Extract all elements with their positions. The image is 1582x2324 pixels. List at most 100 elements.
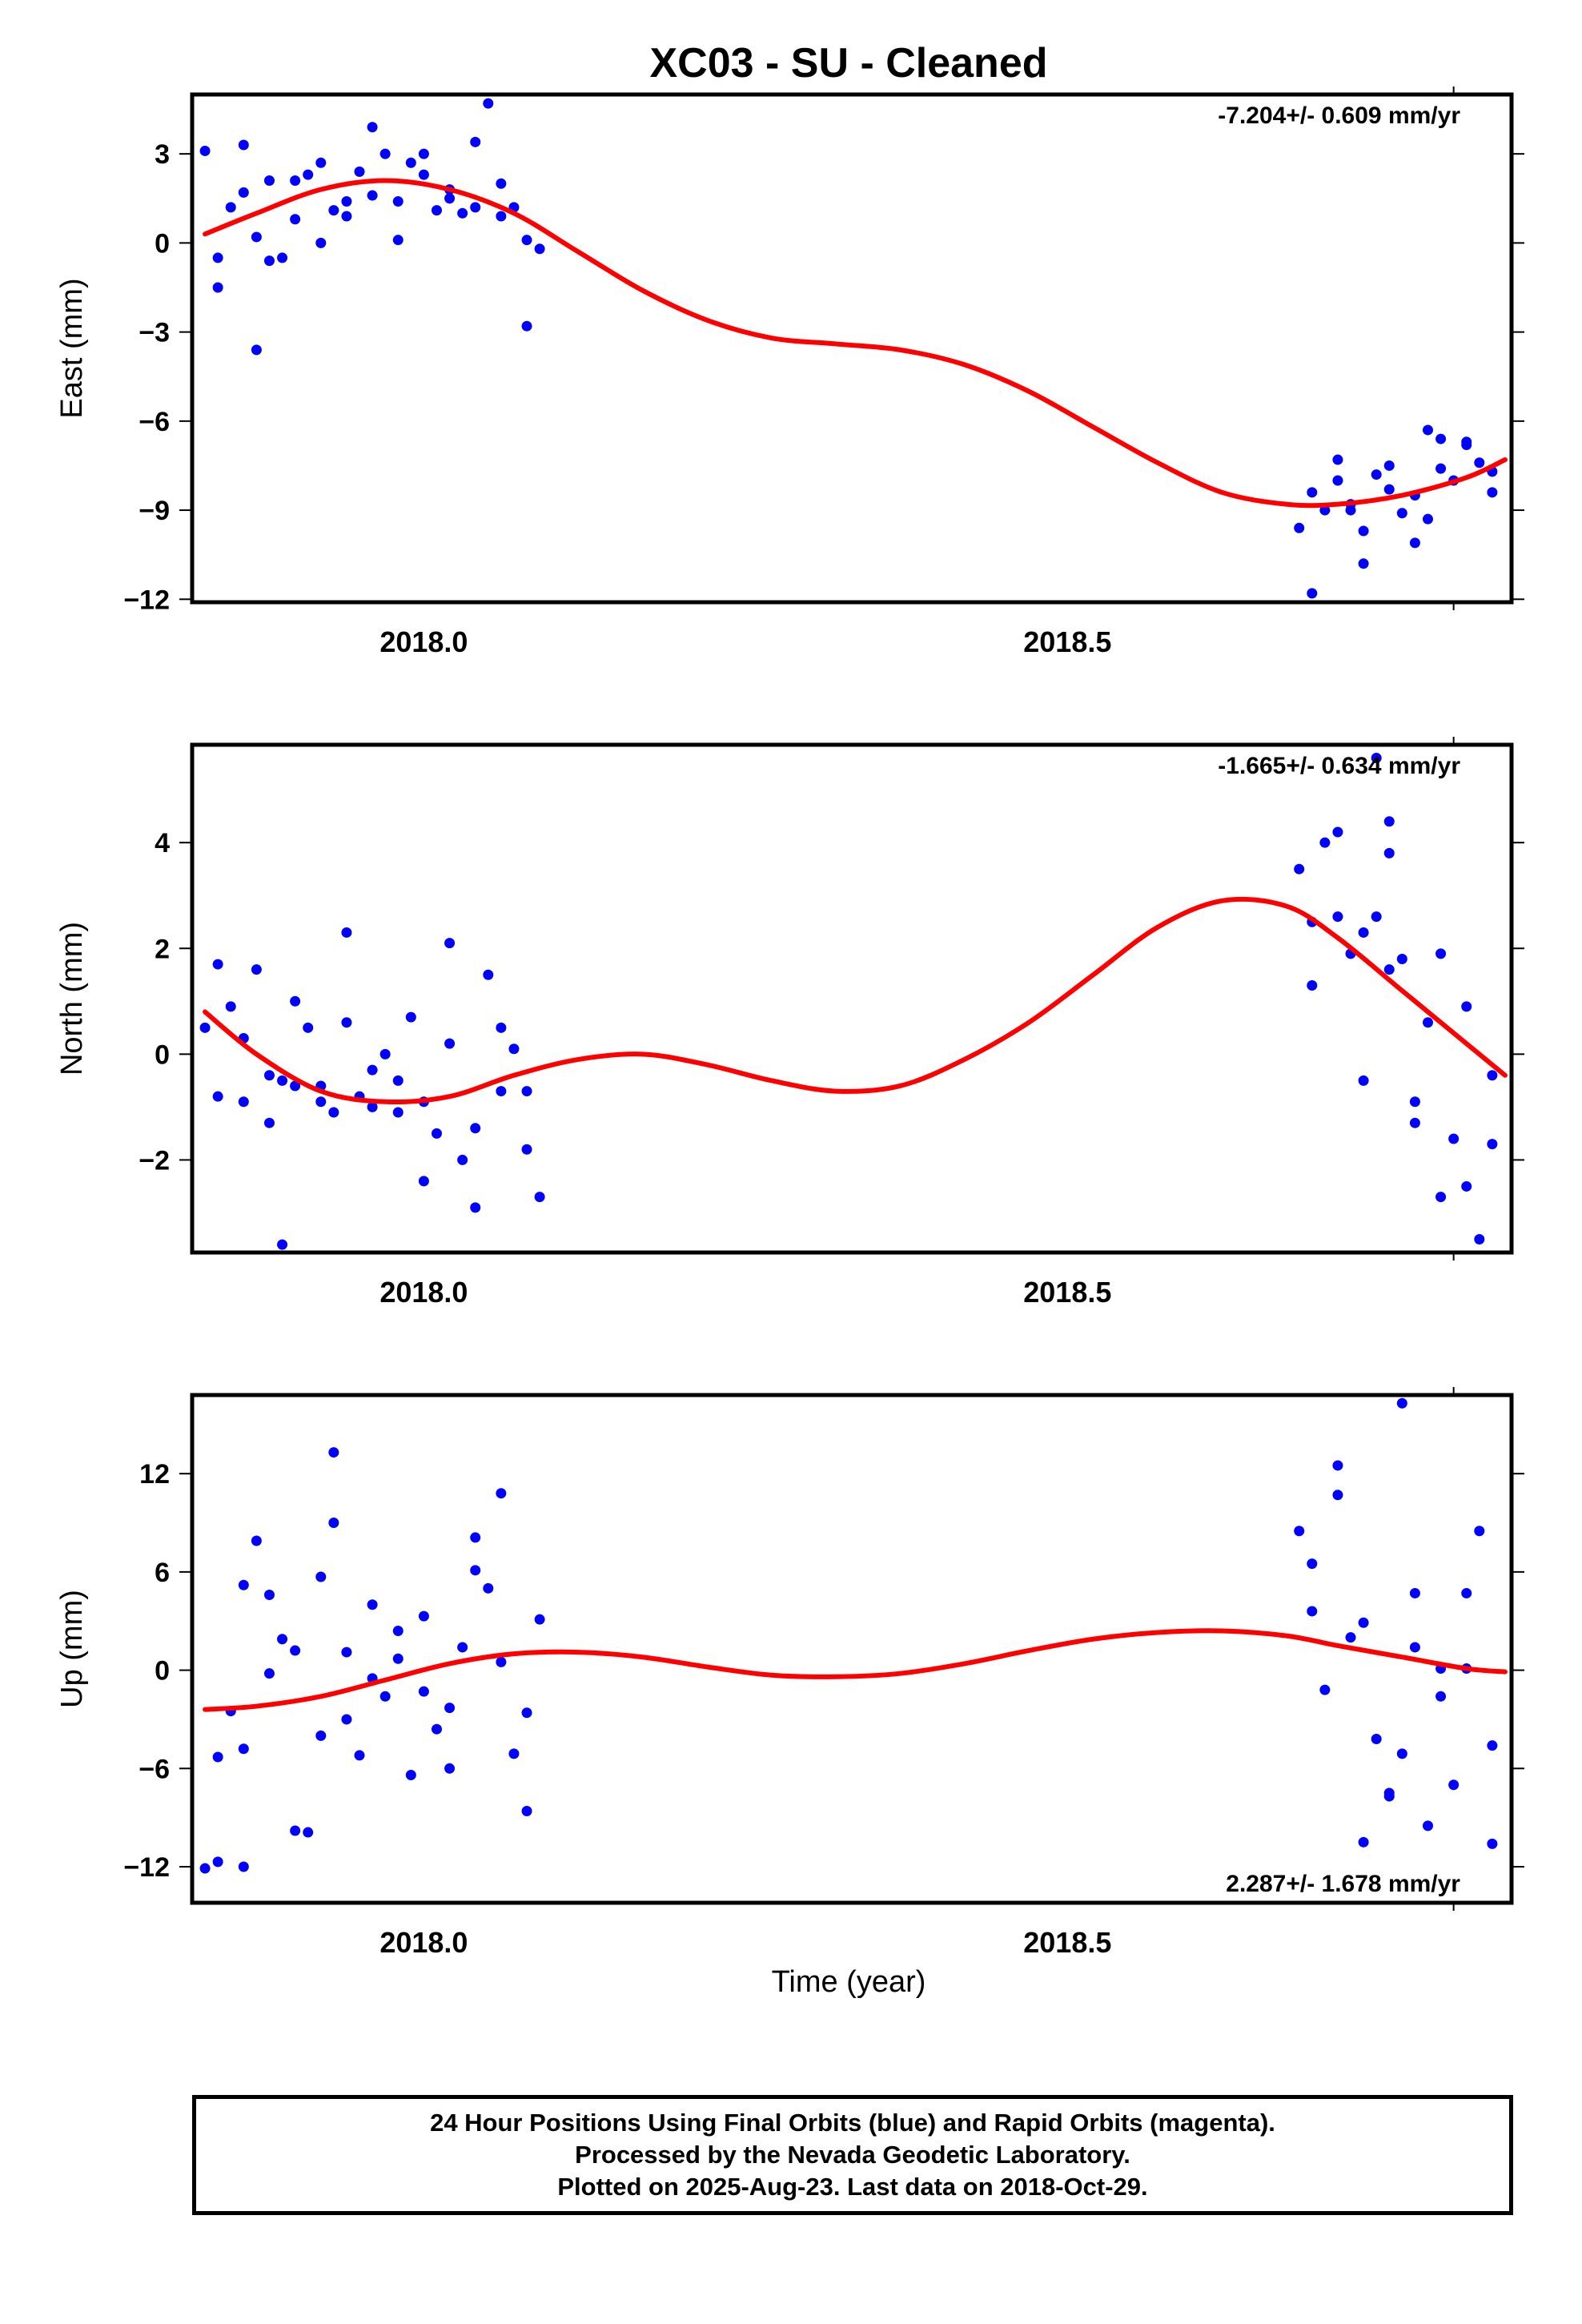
east-data-point (1319, 505, 1331, 516)
east-data-point (251, 344, 262, 356)
up-data-point (1487, 1838, 1498, 1849)
east-data-point (1474, 457, 1485, 468)
caption-line-3: Plotted on 2025-Aug-23. Last data on 201… (557, 2173, 1148, 2201)
east-data-point (1371, 469, 1382, 480)
up-data-point (1332, 1490, 1343, 1501)
east-data-point (1307, 487, 1318, 498)
up-data-point (367, 1599, 378, 1610)
north-x-tick-label: 2018.0 (379, 1276, 468, 1309)
up-data-point (418, 1610, 429, 1622)
up-data-point (1345, 1632, 1356, 1643)
east-data-point (1332, 454, 1343, 465)
north-data-point (496, 1086, 507, 1097)
east-data-point (1487, 487, 1498, 498)
north-data-point (431, 1128, 442, 1139)
east-data-point (444, 193, 456, 204)
up-data-point (496, 1656, 507, 1667)
east-data-point (1435, 433, 1447, 444)
north-data-point (290, 995, 301, 1007)
up-data-point (418, 1686, 429, 1697)
east-data-point (521, 320, 532, 332)
east-x-tick-label: 2018.0 (379, 625, 468, 658)
east-data-point (277, 252, 288, 263)
up-data-point (303, 1827, 314, 1838)
north-data-point (1358, 927, 1369, 938)
up-data-point (1396, 1397, 1407, 1409)
north-data-point (457, 1154, 468, 1165)
up-data-point (1371, 1733, 1382, 1744)
north-y-tick-label: 0 (155, 1039, 170, 1070)
east-data-point (367, 190, 378, 201)
up-panel-frame (190, 1393, 1514, 1905)
north-y-tick-label: 2 (155, 934, 170, 964)
north-data-point (508, 1043, 520, 1055)
north-data-point (392, 1107, 404, 1118)
up-data-point (1294, 1526, 1305, 1537)
caption-line-2: Processed by the Nevada Geodetic Laborat… (575, 2141, 1130, 2169)
north-data-point (1422, 1017, 1433, 1028)
east-data-point (418, 169, 429, 180)
east-y-axis-label: East (mm) (55, 278, 89, 418)
east-data-point (379, 148, 391, 159)
north-data-point (212, 1091, 223, 1102)
up-data-point (328, 1518, 339, 1529)
east-data-point (418, 148, 429, 159)
east-y-tick-label: −9 (139, 496, 170, 526)
up-y-tick-label: 6 (155, 1558, 170, 1588)
east-y-tick-label: 0 (155, 228, 170, 259)
up-data-point (1396, 1748, 1407, 1759)
up-data-point (444, 1763, 456, 1774)
east-data-point (341, 211, 352, 222)
east-panel: 2018.0 2018.5 −12 −9 −6 −3 0 3 East (mm) -7.204+/… (55, 86, 1524, 658)
caption-line-1: 24 Hour Positions Using Final Orbits (bl… (430, 2109, 1275, 2137)
up-data-point (1358, 1836, 1369, 1848)
up-data-point (496, 1488, 507, 1499)
up-panel: 2018.0 2018.5 −12 −6 0 6 12 Up (mm) 2.287+/- 1.6… (55, 1387, 1524, 1959)
east-data-point (263, 175, 275, 187)
up-data-point (379, 1691, 391, 1702)
north-data-point (251, 964, 262, 975)
east-data-point (354, 166, 365, 177)
up-data-point (341, 1647, 352, 1658)
up-data-point (405, 1769, 416, 1780)
up-data-point (392, 1653, 404, 1664)
east-data-point (1358, 558, 1369, 569)
up-data-point (238, 1579, 249, 1590)
east-data-point (212, 282, 223, 293)
north-data-point (1487, 1070, 1498, 1081)
up-data-point (1409, 1642, 1420, 1653)
up-data-point (263, 1668, 275, 1679)
north-data-point (521, 1086, 532, 1097)
east-data-point (392, 235, 404, 246)
up-data-point (1383, 1791, 1395, 1802)
east-data-point (225, 202, 236, 213)
north-y-tick-label: −2 (139, 1145, 170, 1176)
up-data-point (1319, 1684, 1331, 1695)
north-y-axis-label: North (mm) (55, 922, 89, 1076)
north-data-point (418, 1176, 429, 1187)
east-data-point (1422, 424, 1433, 436)
north-data-point (379, 1048, 391, 1059)
north-panel-frame (190, 742, 1514, 1255)
east-model-curve (203, 178, 1508, 509)
up-data-point (1435, 1691, 1447, 1702)
up-data-point (1332, 1460, 1343, 1471)
east-data-point (290, 214, 301, 225)
east-x-tick-label: 2018.5 (1023, 625, 1111, 658)
east-y-tick-label: −12 (123, 585, 170, 615)
north-data-point (1435, 948, 1447, 959)
up-plot-area (199, 1397, 1508, 1874)
east-data-point (1345, 505, 1356, 516)
east-data-point (1307, 588, 1318, 599)
up-data-point (470, 1532, 481, 1543)
north-data-point (496, 1022, 507, 1033)
north-data-point (1409, 1117, 1420, 1128)
east-y-tick-label: 3 (155, 139, 170, 170)
north-data-point (1332, 826, 1343, 838)
up-data-point (277, 1634, 288, 1645)
up-y-tick-label: −6 (139, 1754, 170, 1784)
north-data-point (521, 1144, 532, 1155)
east-data-point (315, 157, 327, 168)
east-data-point (1383, 460, 1395, 471)
